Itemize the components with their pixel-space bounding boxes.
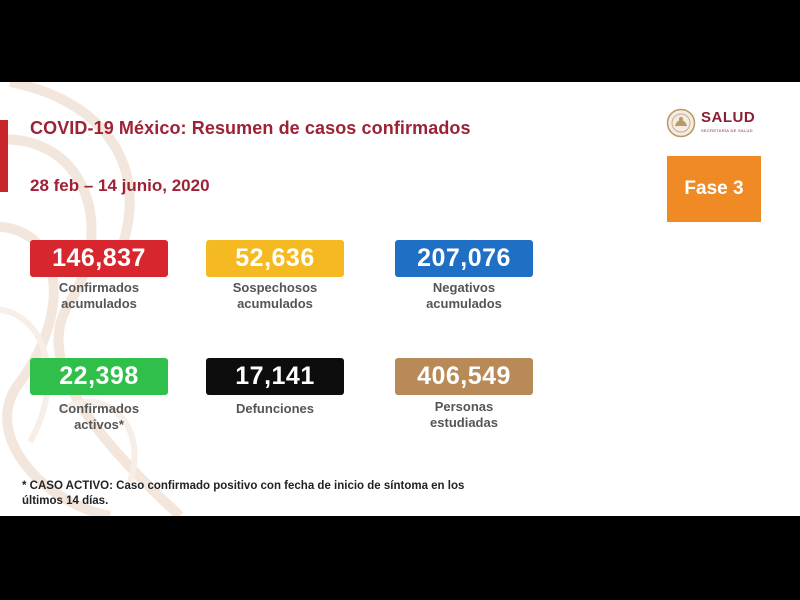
salud-logo: SALUD SECRETARÍA DE SALUD [666, 108, 776, 138]
stat-value: 207,076 [395, 240, 533, 277]
stat-value: 146,837 [30, 240, 168, 277]
eagle-seal-icon [666, 108, 696, 138]
stat-label: Confirmados activos* [58, 401, 140, 432]
active-case-footnote: * CASO ACTIVO: Caso confirmado positivo … [22, 480, 465, 507]
stat-value: 22,398 [30, 358, 168, 395]
stat-sospechosos-acumulados: 52,636 Sospechosos acumulados [206, 240, 344, 312]
stat-value: 17,141 [206, 358, 344, 395]
stat-label: Personas estudiadas [430, 399, 498, 430]
stat-label: Defunciones [235, 401, 314, 416]
stat-confirmados-activos: 22,398 Confirmados activos* [30, 358, 168, 433]
title-accent-bar [0, 120, 8, 192]
stat-defunciones: 17,141 Defunciones [206, 358, 344, 417]
logo-subtitle: SECRETARÍA DE SALUD [701, 128, 753, 133]
stat-confirmados-acumulados: 146,837 Confirmados acumulados [30, 240, 168, 312]
background-pattern [0, 82, 184, 516]
logo-brand: SALUD [701, 109, 756, 126]
stat-personas-estudiadas: 406,549 Personas estudiadas [395, 358, 533, 431]
date-range: 28 feb – 14 junio, 2020 [30, 176, 210, 195]
stat-label: Sospechosos acumulados [232, 280, 318, 311]
stat-label: Confirmados acumulados [58, 280, 140, 311]
phase-badge: Fase 3 [667, 156, 761, 222]
stat-value: 52,636 [206, 240, 344, 277]
stat-negativos-acumulados: 207,076 Negativos acumulados [395, 240, 533, 312]
page-title: COVID-19 México: Resumen de casos confir… [30, 118, 471, 138]
slide: COVID-19 México: Resumen de casos confir… [0, 82, 800, 516]
stat-value: 406,549 [395, 358, 533, 395]
stat-label: Negativos acumulados [426, 280, 502, 311]
